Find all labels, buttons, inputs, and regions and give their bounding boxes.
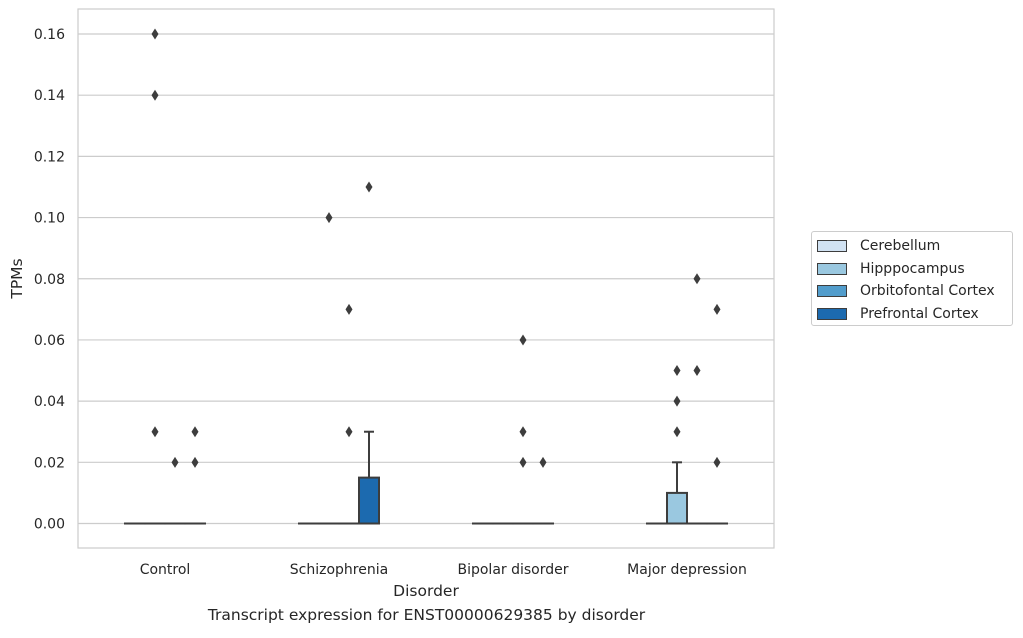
x-tick-label: Control	[140, 562, 191, 578]
legend-item-hippocampus: Hipppocampus	[817, 258, 1012, 281]
figure-caption: Transcript expression for ENST0000062938…	[0, 606, 853, 624]
y-tick-label: 0.16	[34, 27, 65, 43]
legend-item-prefrontal-cortex: Prefrontal Cortex	[817, 303, 1012, 326]
x-axis-label: Disorder	[393, 582, 459, 600]
y-tick-label: 0.02	[34, 455, 65, 471]
legend-item-cerebellum: Cerebellum	[817, 235, 1012, 258]
box-body	[359, 478, 379, 524]
legend-swatch-prefrontal-cortex	[817, 308, 847, 320]
legend-swatch-hippocampus	[817, 263, 847, 275]
y-tick-label: 0.12	[34, 149, 65, 165]
box-body	[667, 493, 687, 524]
x-tick-label: Schizophrenia	[290, 562, 388, 578]
y-tick-label: 0.06	[34, 333, 65, 349]
legend-label-prefrontal-cortex: Prefrontal Cortex	[860, 306, 979, 322]
legend-label-orbitofrontal-cortex: Orbitofontal Cortex	[860, 283, 995, 299]
x-tick-label: Bipolar disorder	[457, 562, 568, 578]
legend: Cerebellum Hipppocampus Orbitofontal Cor…	[811, 231, 1013, 326]
legend-label-cerebellum: Cerebellum	[860, 238, 940, 254]
y-tick-label: 0.14	[34, 88, 65, 104]
y-tick-label: 0.04	[34, 394, 65, 410]
legend-item-orbitofrontal-cortex: Orbitofontal Cortex	[817, 280, 1012, 303]
y-tick-label: 0.00	[34, 517, 65, 533]
x-tick-label: Major depression	[627, 562, 747, 578]
y-tick-label: 0.08	[34, 272, 65, 288]
legend-swatch-orbitofrontal-cortex	[817, 285, 847, 297]
legend-swatch-cerebellum	[817, 240, 847, 252]
legend-label-hippocampus: Hipppocampus	[860, 261, 965, 277]
y-axis-label: TPMs	[8, 258, 26, 299]
y-tick-label: 0.10	[34, 211, 65, 227]
